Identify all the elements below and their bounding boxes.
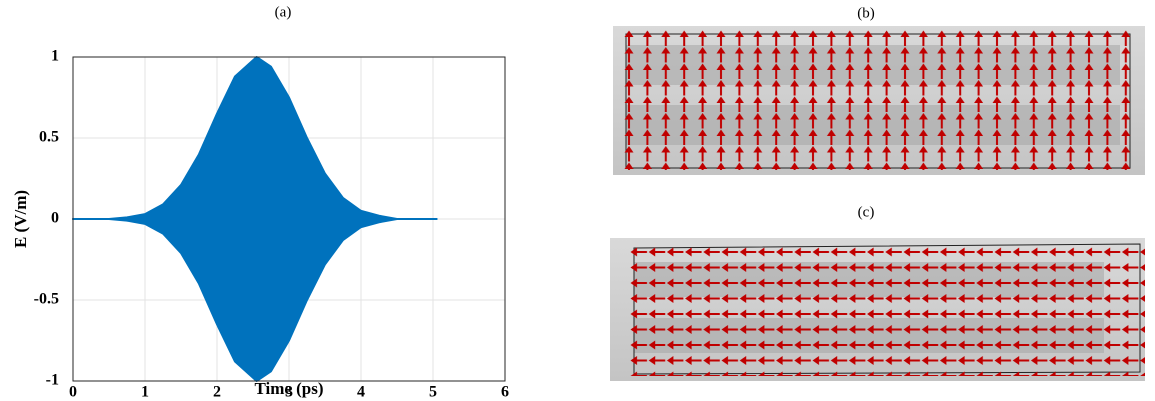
- panel-label: (b): [857, 5, 875, 21]
- x-tick-label: 6: [501, 384, 509, 401]
- y-tick-label: 1: [51, 48, 59, 65]
- y-tick-label: 0.5: [39, 129, 59, 146]
- y-tick-label: -0.5: [34, 291, 59, 308]
- x-tick-label: 1: [141, 384, 149, 401]
- x-tick-label: 4: [357, 384, 365, 401]
- page: (a) 0123456-1-0.500.51 Time (ps) E (V/m)…: [0, 0, 1155, 401]
- panel-label: (c): [858, 204, 875, 220]
- chart-title: (a): [275, 4, 292, 20]
- x-tick-label: 0: [69, 384, 77, 401]
- x-tick-label: 2: [213, 384, 221, 401]
- y-tick-label: -1: [46, 372, 59, 389]
- figure: (a) 0123456-1-0.500.51 Time (ps) E (V/m)…: [0, 0, 1155, 401]
- y-tick-label: 0: [51, 210, 59, 227]
- x-axis-label: Time (ps): [254, 379, 323, 398]
- field-image-b: [613, 26, 1145, 175]
- y-axis-label: E (V/m): [11, 190, 30, 248]
- field-image-c: [610, 238, 1145, 381]
- x-tick-label: 5: [429, 384, 437, 401]
